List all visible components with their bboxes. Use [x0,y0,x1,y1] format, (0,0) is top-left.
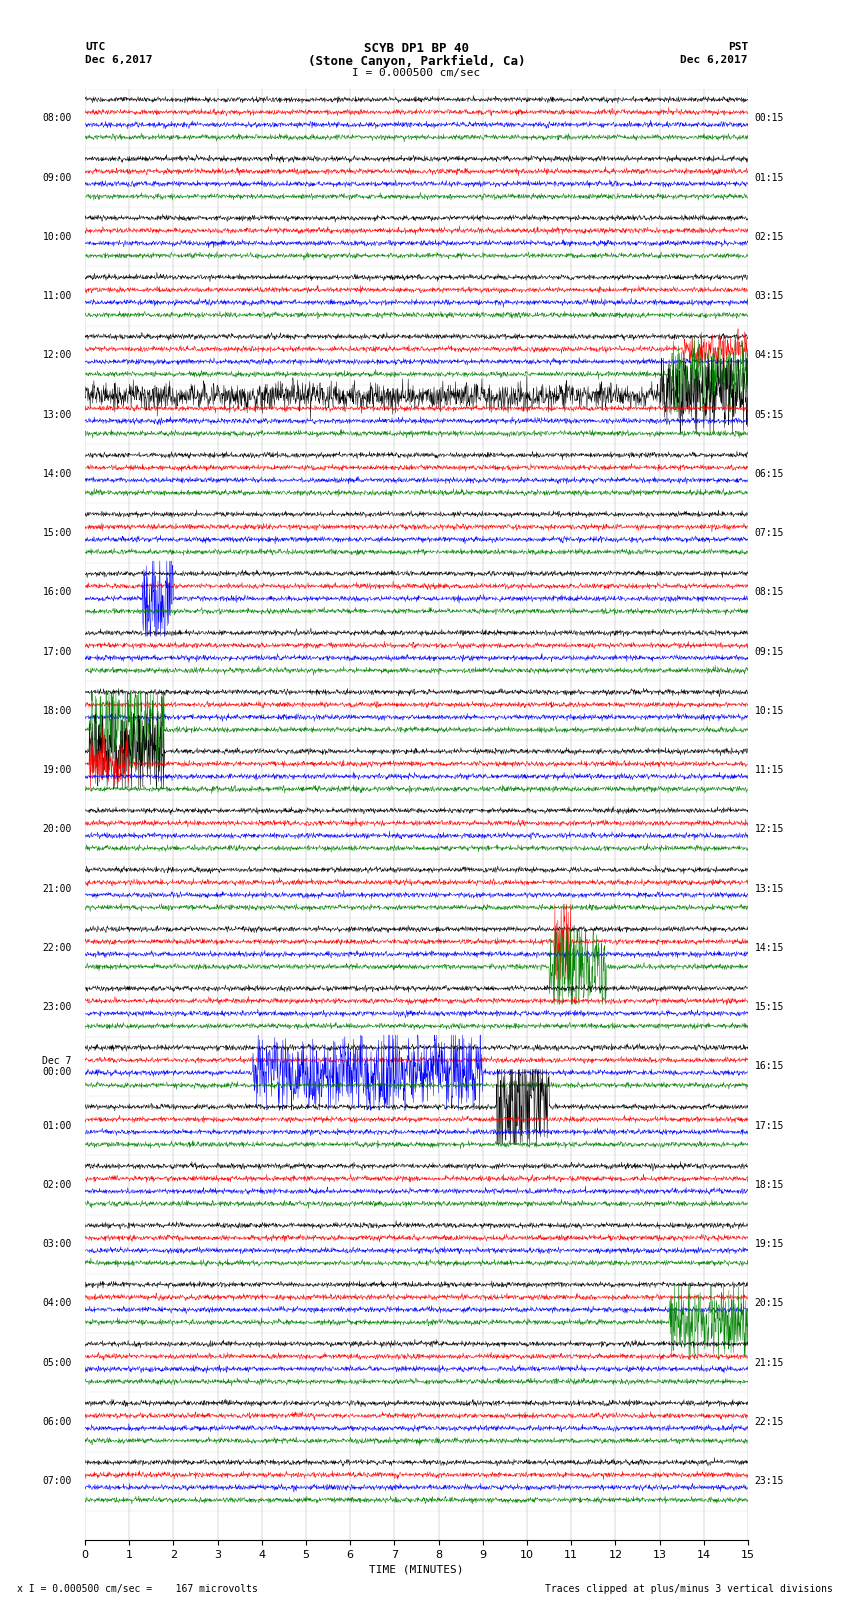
Text: 18:15: 18:15 [755,1179,784,1190]
Text: 11:15: 11:15 [755,765,784,776]
Text: Dec 6,2017: Dec 6,2017 [85,55,152,65]
Text: 05:15: 05:15 [755,410,784,419]
Text: 00:15: 00:15 [755,113,784,123]
Text: 23:00: 23:00 [42,1002,71,1011]
Text: 19:15: 19:15 [755,1239,784,1248]
Text: SCYB DP1 BP 40: SCYB DP1 BP 40 [364,42,469,55]
Text: 02:15: 02:15 [755,232,784,242]
Text: 16:00: 16:00 [42,587,71,597]
Text: 17:15: 17:15 [755,1121,784,1131]
Text: 01:00: 01:00 [42,1121,71,1131]
Text: 21:00: 21:00 [42,884,71,894]
Text: 13:15: 13:15 [755,884,784,894]
Text: 11:00: 11:00 [42,290,71,302]
Text: 22:00: 22:00 [42,944,71,953]
Text: 14:00: 14:00 [42,469,71,479]
Text: 16:15: 16:15 [755,1061,784,1071]
Text: 03:15: 03:15 [755,290,784,302]
Text: 02:00: 02:00 [42,1179,71,1190]
Text: 15:15: 15:15 [755,1002,784,1011]
Text: 04:15: 04:15 [755,350,784,360]
Text: 13:00: 13:00 [42,410,71,419]
Text: 15:00: 15:00 [42,527,71,539]
Text: (Stone Canyon, Parkfield, Ca): (Stone Canyon, Parkfield, Ca) [308,55,525,68]
Text: 14:15: 14:15 [755,944,784,953]
Text: 09:15: 09:15 [755,647,784,656]
Text: 18:00: 18:00 [42,706,71,716]
Text: 19:00: 19:00 [42,765,71,776]
Text: 09:00: 09:00 [42,173,71,182]
Text: 08:00: 08:00 [42,113,71,123]
Text: 05:00: 05:00 [42,1358,71,1368]
Text: 01:15: 01:15 [755,173,784,182]
Text: 04:00: 04:00 [42,1298,71,1308]
Text: 21:15: 21:15 [755,1358,784,1368]
Text: 10:15: 10:15 [755,706,784,716]
Text: I = 0.000500 cm/sec: I = 0.000500 cm/sec [353,68,480,77]
Text: 07:00: 07:00 [42,1476,71,1486]
Text: 03:00: 03:00 [42,1239,71,1248]
Text: 23:15: 23:15 [755,1476,784,1486]
Text: x I = 0.000500 cm/sec =    167 microvolts: x I = 0.000500 cm/sec = 167 microvolts [17,1584,258,1594]
Text: 06:15: 06:15 [755,469,784,479]
Text: 06:00: 06:00 [42,1416,71,1428]
X-axis label: TIME (MINUTES): TIME (MINUTES) [369,1565,464,1574]
Text: 08:15: 08:15 [755,587,784,597]
Text: PST: PST [728,42,748,52]
Text: 12:00: 12:00 [42,350,71,360]
Text: 10:00: 10:00 [42,232,71,242]
Text: Dec 7
00:00: Dec 7 00:00 [42,1055,71,1077]
Text: Dec 6,2017: Dec 6,2017 [681,55,748,65]
Text: 07:15: 07:15 [755,527,784,539]
Text: 22:15: 22:15 [755,1416,784,1428]
Text: 20:15: 20:15 [755,1298,784,1308]
Text: UTC: UTC [85,42,105,52]
Text: Traces clipped at plus/minus 3 vertical divisions: Traces clipped at plus/minus 3 vertical … [545,1584,833,1594]
Text: 17:00: 17:00 [42,647,71,656]
Text: 12:15: 12:15 [755,824,784,834]
Text: 20:00: 20:00 [42,824,71,834]
